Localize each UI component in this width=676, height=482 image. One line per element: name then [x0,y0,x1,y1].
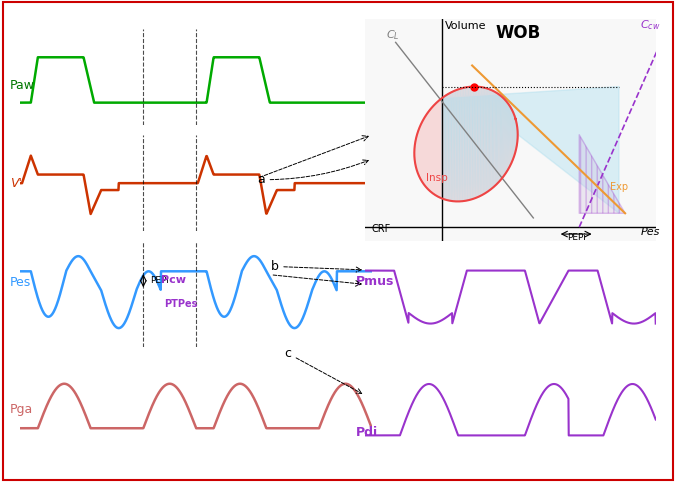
Polygon shape [414,87,518,201]
Text: PEPi: PEPi [567,233,585,242]
Text: PTPes: PTPes [164,299,198,309]
Text: Exp: Exp [610,182,628,192]
Text: CRF: CRF [371,224,391,234]
Text: PEPi: PEPi [150,276,169,285]
Text: Pmus: Pmus [356,275,395,288]
Text: Paw: Paw [9,79,34,92]
Text: Pga: Pga [9,403,33,416]
Text: Pcw: Pcw [161,275,186,285]
Text: V': V' [9,177,22,189]
Text: Pes: Pes [640,228,660,238]
Polygon shape [442,87,619,213]
Text: Pes: Pes [9,276,31,289]
Text: WOB: WOB [496,24,541,42]
Text: Insp: Insp [427,173,448,183]
Text: Pdi: Pdi [356,426,379,439]
Text: Volume: Volume [445,21,486,30]
Text: $C_{cw}$: $C_{cw}$ [640,18,661,32]
Text: $C_L$: $C_L$ [387,28,400,41]
